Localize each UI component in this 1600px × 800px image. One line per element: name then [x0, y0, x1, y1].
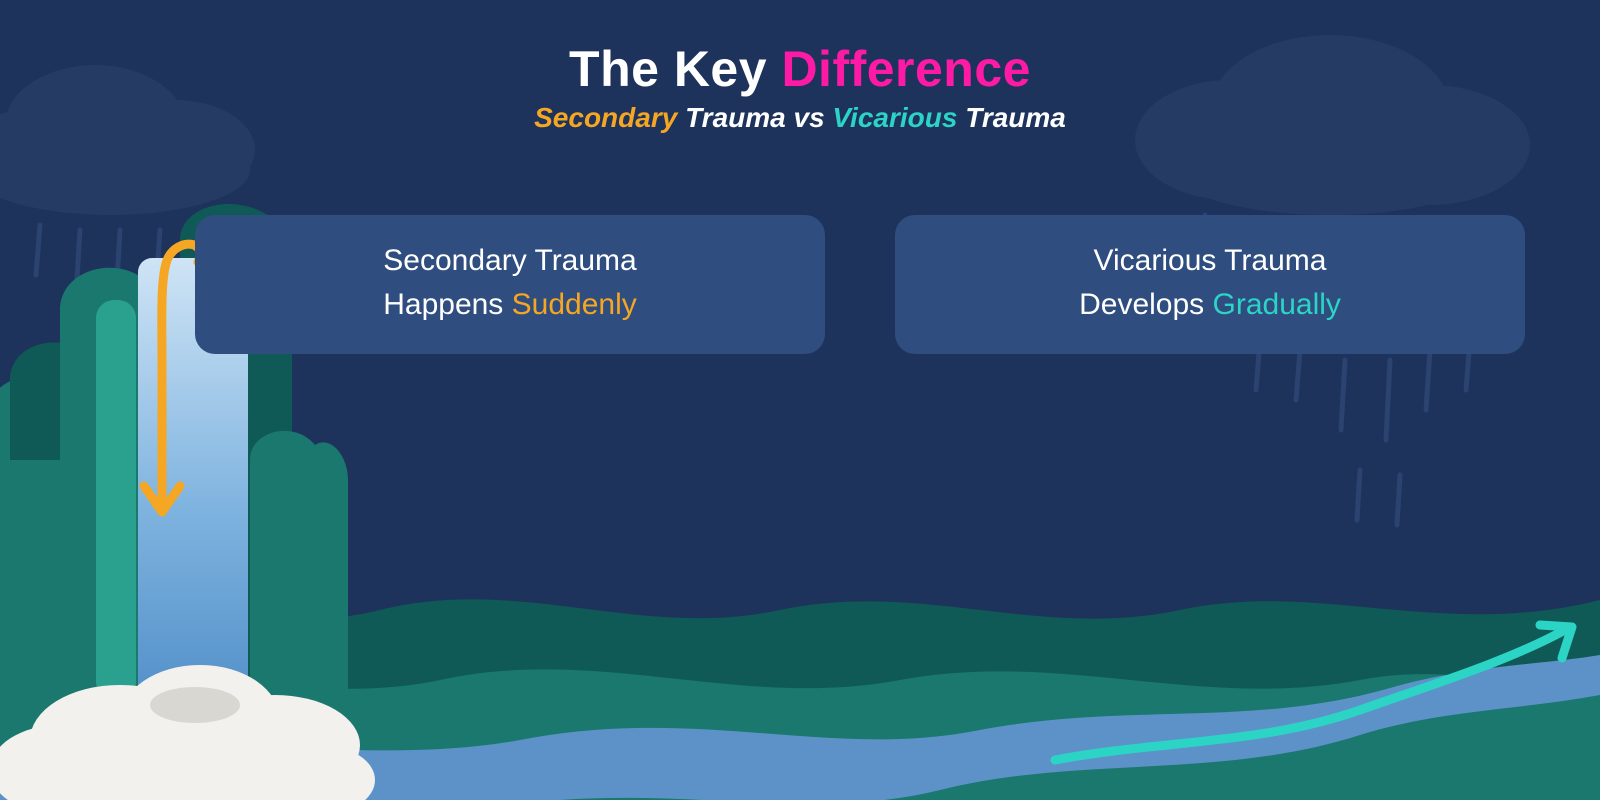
content-layer: The Key Difference Secondary Trauma vs V…: [0, 0, 1600, 800]
title-block: The Key Difference Secondary Trauma vs V…: [0, 0, 1600, 134]
card-right-line2: Develops Gradually: [935, 283, 1485, 327]
card-right-line1: Vicarious Trauma: [935, 239, 1485, 283]
subtitle-p4: Vicarious: [832, 102, 957, 133]
card-secondary-trauma: Secondary Trauma Happens Suddenly: [195, 215, 825, 354]
subtitle-p3: vs: [786, 102, 833, 133]
card-left-accent: Suddenly: [512, 288, 637, 321]
title-part-2: Difference: [781, 41, 1031, 97]
title-part-1: The Key: [569, 41, 781, 97]
subtitle-p5: Trauma: [957, 102, 1065, 133]
card-left-line1: Secondary Trauma: [235, 239, 785, 283]
subtitle: Secondary Trauma vs Vicarious Trauma: [0, 102, 1600, 134]
infographic-canvas: The Key Difference Secondary Trauma vs V…: [0, 0, 1600, 800]
card-left-line2a: Happens: [383, 288, 511, 321]
card-right-line2a: Develops: [1079, 288, 1212, 321]
comparison-cards: Secondary Trauma Happens Suddenly Vicari…: [195, 215, 1535, 354]
card-vicarious-trauma: Vicarious Trauma Develops Gradually: [895, 215, 1525, 354]
subtitle-p2: Trauma: [677, 102, 785, 133]
subtitle-p1: Secondary: [534, 102, 677, 133]
card-left-line2: Happens Suddenly: [235, 283, 785, 327]
card-right-accent: Gradually: [1213, 288, 1341, 321]
main-title: The Key Difference: [0, 40, 1600, 98]
